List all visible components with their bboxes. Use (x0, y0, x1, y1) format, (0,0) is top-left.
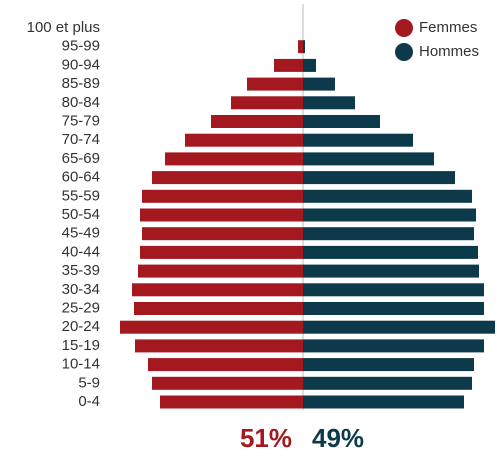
bar (247, 77, 303, 91)
bar (298, 40, 303, 54)
y-tick-label: 35-39 (62, 262, 100, 279)
total-label: 49% (312, 423, 364, 453)
y-tick-label: 50-54 (62, 206, 100, 223)
y-tick-label: 55-59 (62, 187, 100, 204)
bar (160, 395, 303, 409)
bar (303, 77, 335, 91)
y-tick-label: 30-34 (62, 281, 100, 298)
bar (303, 227, 474, 241)
bar (211, 115, 303, 128)
bar (303, 245, 478, 259)
total-label: 51% (240, 423, 292, 453)
y-tick-label: 0-4 (78, 393, 100, 410)
bar (142, 189, 303, 203)
y-tick-label: 5-9 (78, 374, 100, 391)
bar (303, 152, 434, 166)
bar (231, 96, 303, 110)
bar (132, 283, 303, 297)
legend-label: Hommes (419, 43, 479, 60)
y-tick-label: 40-44 (62, 243, 100, 260)
bar (303, 58, 316, 72)
y-tick-label: 45-49 (62, 225, 100, 242)
bar (152, 376, 303, 390)
bar (140, 208, 303, 222)
bar (303, 395, 464, 409)
bar (303, 96, 355, 110)
bar (303, 171, 455, 185)
bar (185, 133, 303, 147)
y-tick-label: 25-29 (62, 299, 100, 316)
bar (303, 283, 484, 297)
bar (303, 339, 484, 353)
y-tick-label: 90-94 (62, 56, 100, 73)
bar (148, 358, 303, 372)
bar (152, 171, 303, 185)
y-tick-label: 100 et plus (27, 19, 100, 36)
bar (165, 152, 303, 166)
bar (135, 339, 303, 353)
bar (142, 227, 303, 241)
bar (303, 358, 474, 372)
legend-swatch (395, 19, 413, 37)
bar (303, 115, 380, 128)
bar (303, 264, 479, 278)
bar (120, 320, 303, 334)
bar (303, 320, 495, 334)
bar (303, 208, 476, 222)
bar (138, 264, 303, 278)
y-tick-label: 85-89 (62, 75, 100, 92)
y-tick-label: 70-74 (62, 131, 100, 148)
y-tick-label: 10-14 (62, 356, 100, 373)
bar (303, 189, 472, 203)
y-tick-label: 15-19 (62, 337, 100, 354)
y-tick-label: 20-24 (62, 318, 100, 335)
legend-label: Femmes (419, 19, 477, 36)
legend-swatch (395, 43, 413, 61)
bar (274, 58, 303, 72)
y-tick-label: 60-64 (62, 169, 100, 186)
y-tick-label: 95-99 (62, 38, 100, 55)
y-tick-label: 75-79 (62, 112, 100, 129)
y-tick-label: 65-69 (62, 150, 100, 167)
bar (134, 302, 303, 315)
bar (303, 302, 484, 315)
bar (303, 376, 472, 390)
bar (303, 40, 305, 54)
bar (140, 245, 303, 259)
y-tick-label: 80-84 (62, 94, 100, 111)
bar (303, 133, 413, 147)
